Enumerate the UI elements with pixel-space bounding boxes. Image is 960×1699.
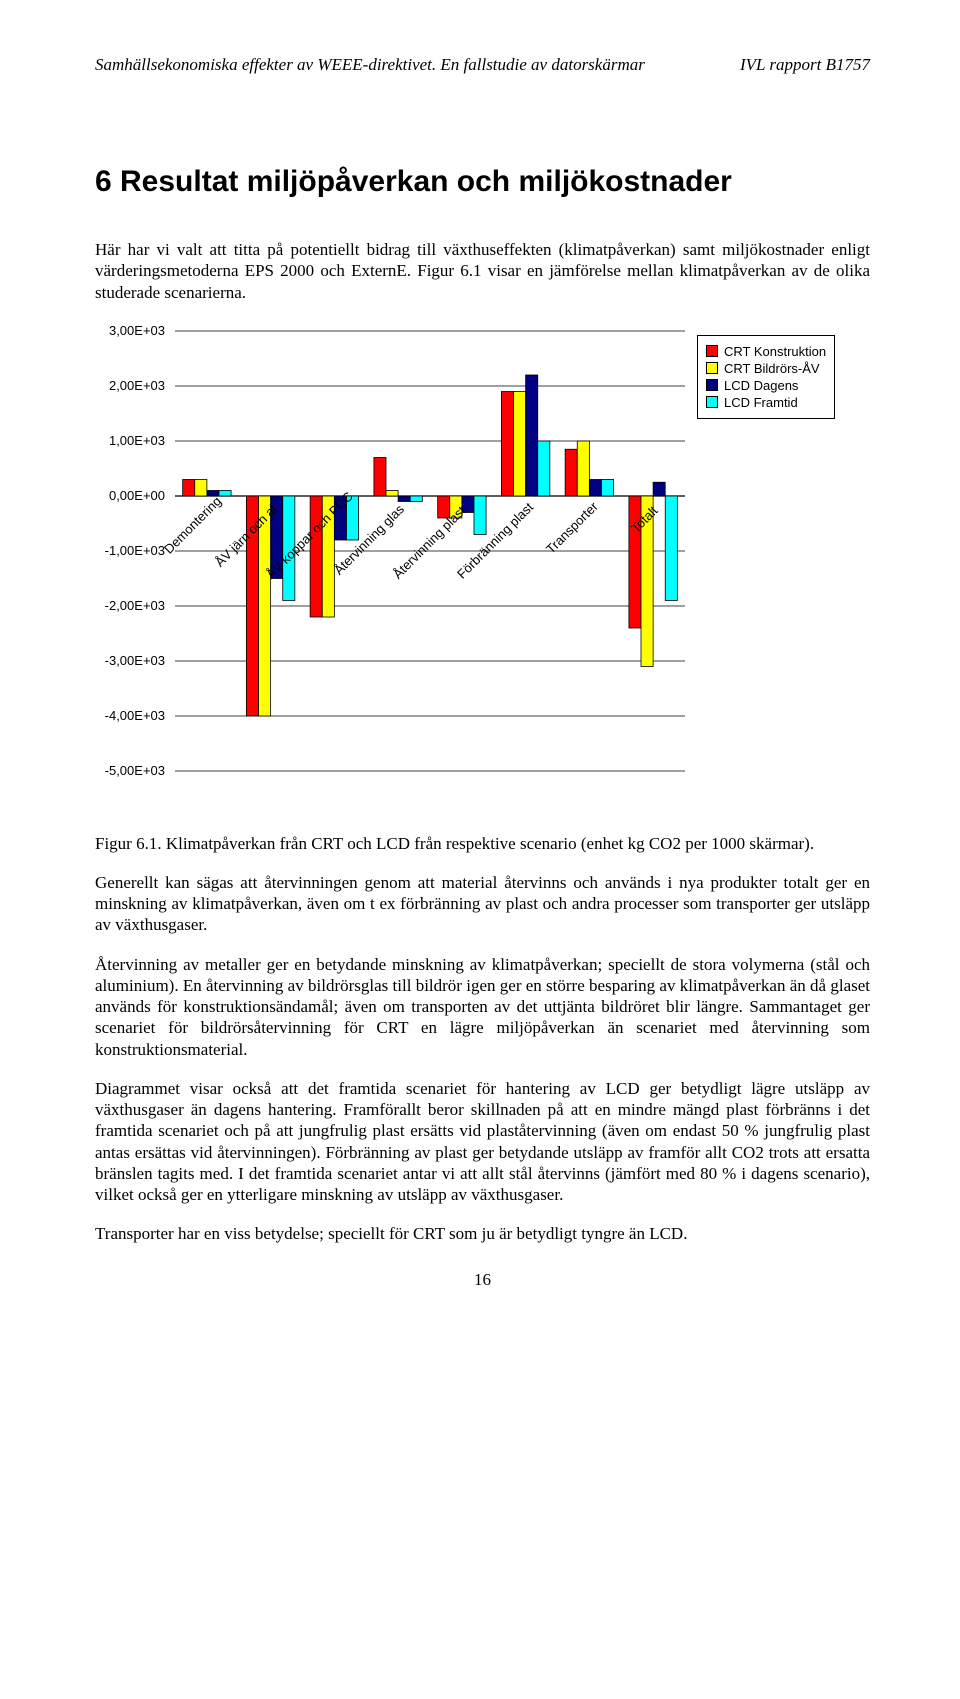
header-left: Samhällsekonomiska effekter av WEEE-dire… <box>95 55 645 75</box>
paragraph-3: Diagrammet visar också att det framtida … <box>95 1078 870 1206</box>
figure-caption: Figur 6.1. Klimatpåverkan från CRT och L… <box>95 834 870 854</box>
y-tick-label: -2,00E+03 <box>95 598 165 613</box>
legend-item: CRT Konstruktion <box>706 344 826 359</box>
y-tick-label: 2,00E+03 <box>95 378 165 393</box>
legend-swatch <box>706 396 718 408</box>
legend-label: LCD Dagens <box>724 378 798 393</box>
legend-item: LCD Dagens <box>706 378 826 393</box>
chart-legend: CRT Konstruktion CRT Bildrörs-ÅV LCD Dagen… <box>697 335 835 419</box>
paragraph-1: Generellt kan sägas att återvinningen ge… <box>95 872 870 936</box>
header-right: IVL rapport B1757 <box>740 55 870 75</box>
paragraph-2: Återvinning av metaller ger en betydande… <box>95 954 870 1060</box>
legend-swatch <box>706 379 718 391</box>
y-tick-label: 1,00E+03 <box>95 433 165 448</box>
legend-label: CRT Bildrörs-ÅV <box>724 361 820 376</box>
y-tick-label: -1,00E+03 <box>95 543 165 558</box>
y-tick-label: -3,00E+03 <box>95 653 165 668</box>
paragraph-4: Transporter har en viss betydelse; speci… <box>95 1223 870 1244</box>
legend-swatch <box>706 345 718 357</box>
page-number: 16 <box>95 1270 870 1290</box>
legend-label: LCD Framtid <box>724 395 798 410</box>
legend-item: CRT Bildrörs-ÅV <box>706 361 826 376</box>
legend-item: LCD Framtid <box>706 395 826 410</box>
section-title: 6 Resultat miljöpåverkan och miljökostna… <box>95 165 870 199</box>
legend-swatch <box>706 362 718 374</box>
y-tick-label: -5,00E+03 <box>95 763 165 778</box>
y-tick-label: 3,00E+03 <box>95 323 165 338</box>
legend-label: CRT Konstruktion <box>724 344 826 359</box>
climate-impact-chart: -5,00E+03 -4,00E+03 -3,00E+03 -2,00E+03 -1,0… <box>95 321 855 826</box>
y-tick-label: 0,00E+00 <box>95 488 165 503</box>
y-tick-label: -4,00E+03 <box>95 708 165 723</box>
page-content: Samhällsekonomiska effekter av WEEE-dire… <box>0 0 960 1345</box>
running-header: Samhällsekonomiska effekter av WEEE-dire… <box>95 55 870 75</box>
intro-paragraph: Här har vi valt att titta på potentiellt… <box>95 239 870 303</box>
